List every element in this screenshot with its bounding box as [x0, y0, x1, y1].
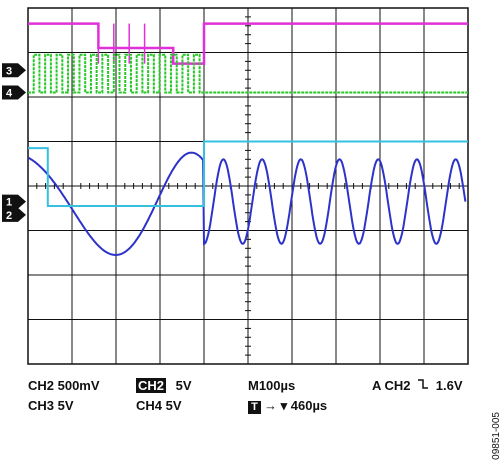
graticule	[27, 7, 469, 365]
trigger-marker-icon: T	[248, 401, 261, 414]
marker-arrow-icon	[2, 194, 26, 209]
ch2-scale-readout: CH2 500mV	[28, 378, 100, 393]
channel-marker-2: 2	[2, 207, 26, 222]
channel-markers: 1 3 4 2	[2, 63, 26, 222]
marker-label: 3	[6, 65, 12, 77]
marker-arrow-icon	[2, 207, 26, 222]
ch3-scale-readout: CH3 5V	[28, 398, 74, 413]
marker-arrow-icon	[2, 63, 26, 78]
ch3-waveform	[28, 22, 468, 65]
ch2-digital-readout: CH2 5V	[136, 378, 192, 393]
waveform-traces	[27, 22, 468, 256]
trigger-readout: A CH2 1.6V	[372, 378, 463, 393]
marker-arrow-icon	[2, 85, 26, 100]
ch4-scale-readout: CH4 5V	[136, 398, 182, 413]
channel-marker-1: 1	[2, 194, 26, 209]
ch1-waveform	[27, 151, 467, 256]
ch2-digital-scale: 5V	[175, 378, 192, 393]
marker-label: 1	[6, 197, 12, 209]
marker-label: 4	[6, 88, 13, 100]
ch2-waveform	[28, 140, 468, 208]
timebase-readout: M100µs	[248, 378, 296, 393]
trigger-source: A CH2	[372, 378, 411, 393]
channel-marker-4: 4	[2, 85, 26, 100]
trigger-offset: 460µs	[290, 398, 328, 413]
arrow-right-icon: → ▾	[264, 398, 291, 413]
ch4-waveform	[28, 53, 468, 94]
oscilloscope-display: 1 3 4 2	[2, 7, 469, 365]
trigger-position-readout: T → ▾ 460µs	[248, 398, 327, 414]
marker-label: 2	[6, 210, 12, 222]
channel-marker-3: 3	[2, 63, 26, 78]
trigger-level: 1.6V	[435, 378, 463, 393]
falling-edge-icon	[417, 378, 429, 393]
ch2-digital-tag: CH2	[136, 378, 167, 393]
figure-id: 09851-005	[491, 412, 502, 460]
